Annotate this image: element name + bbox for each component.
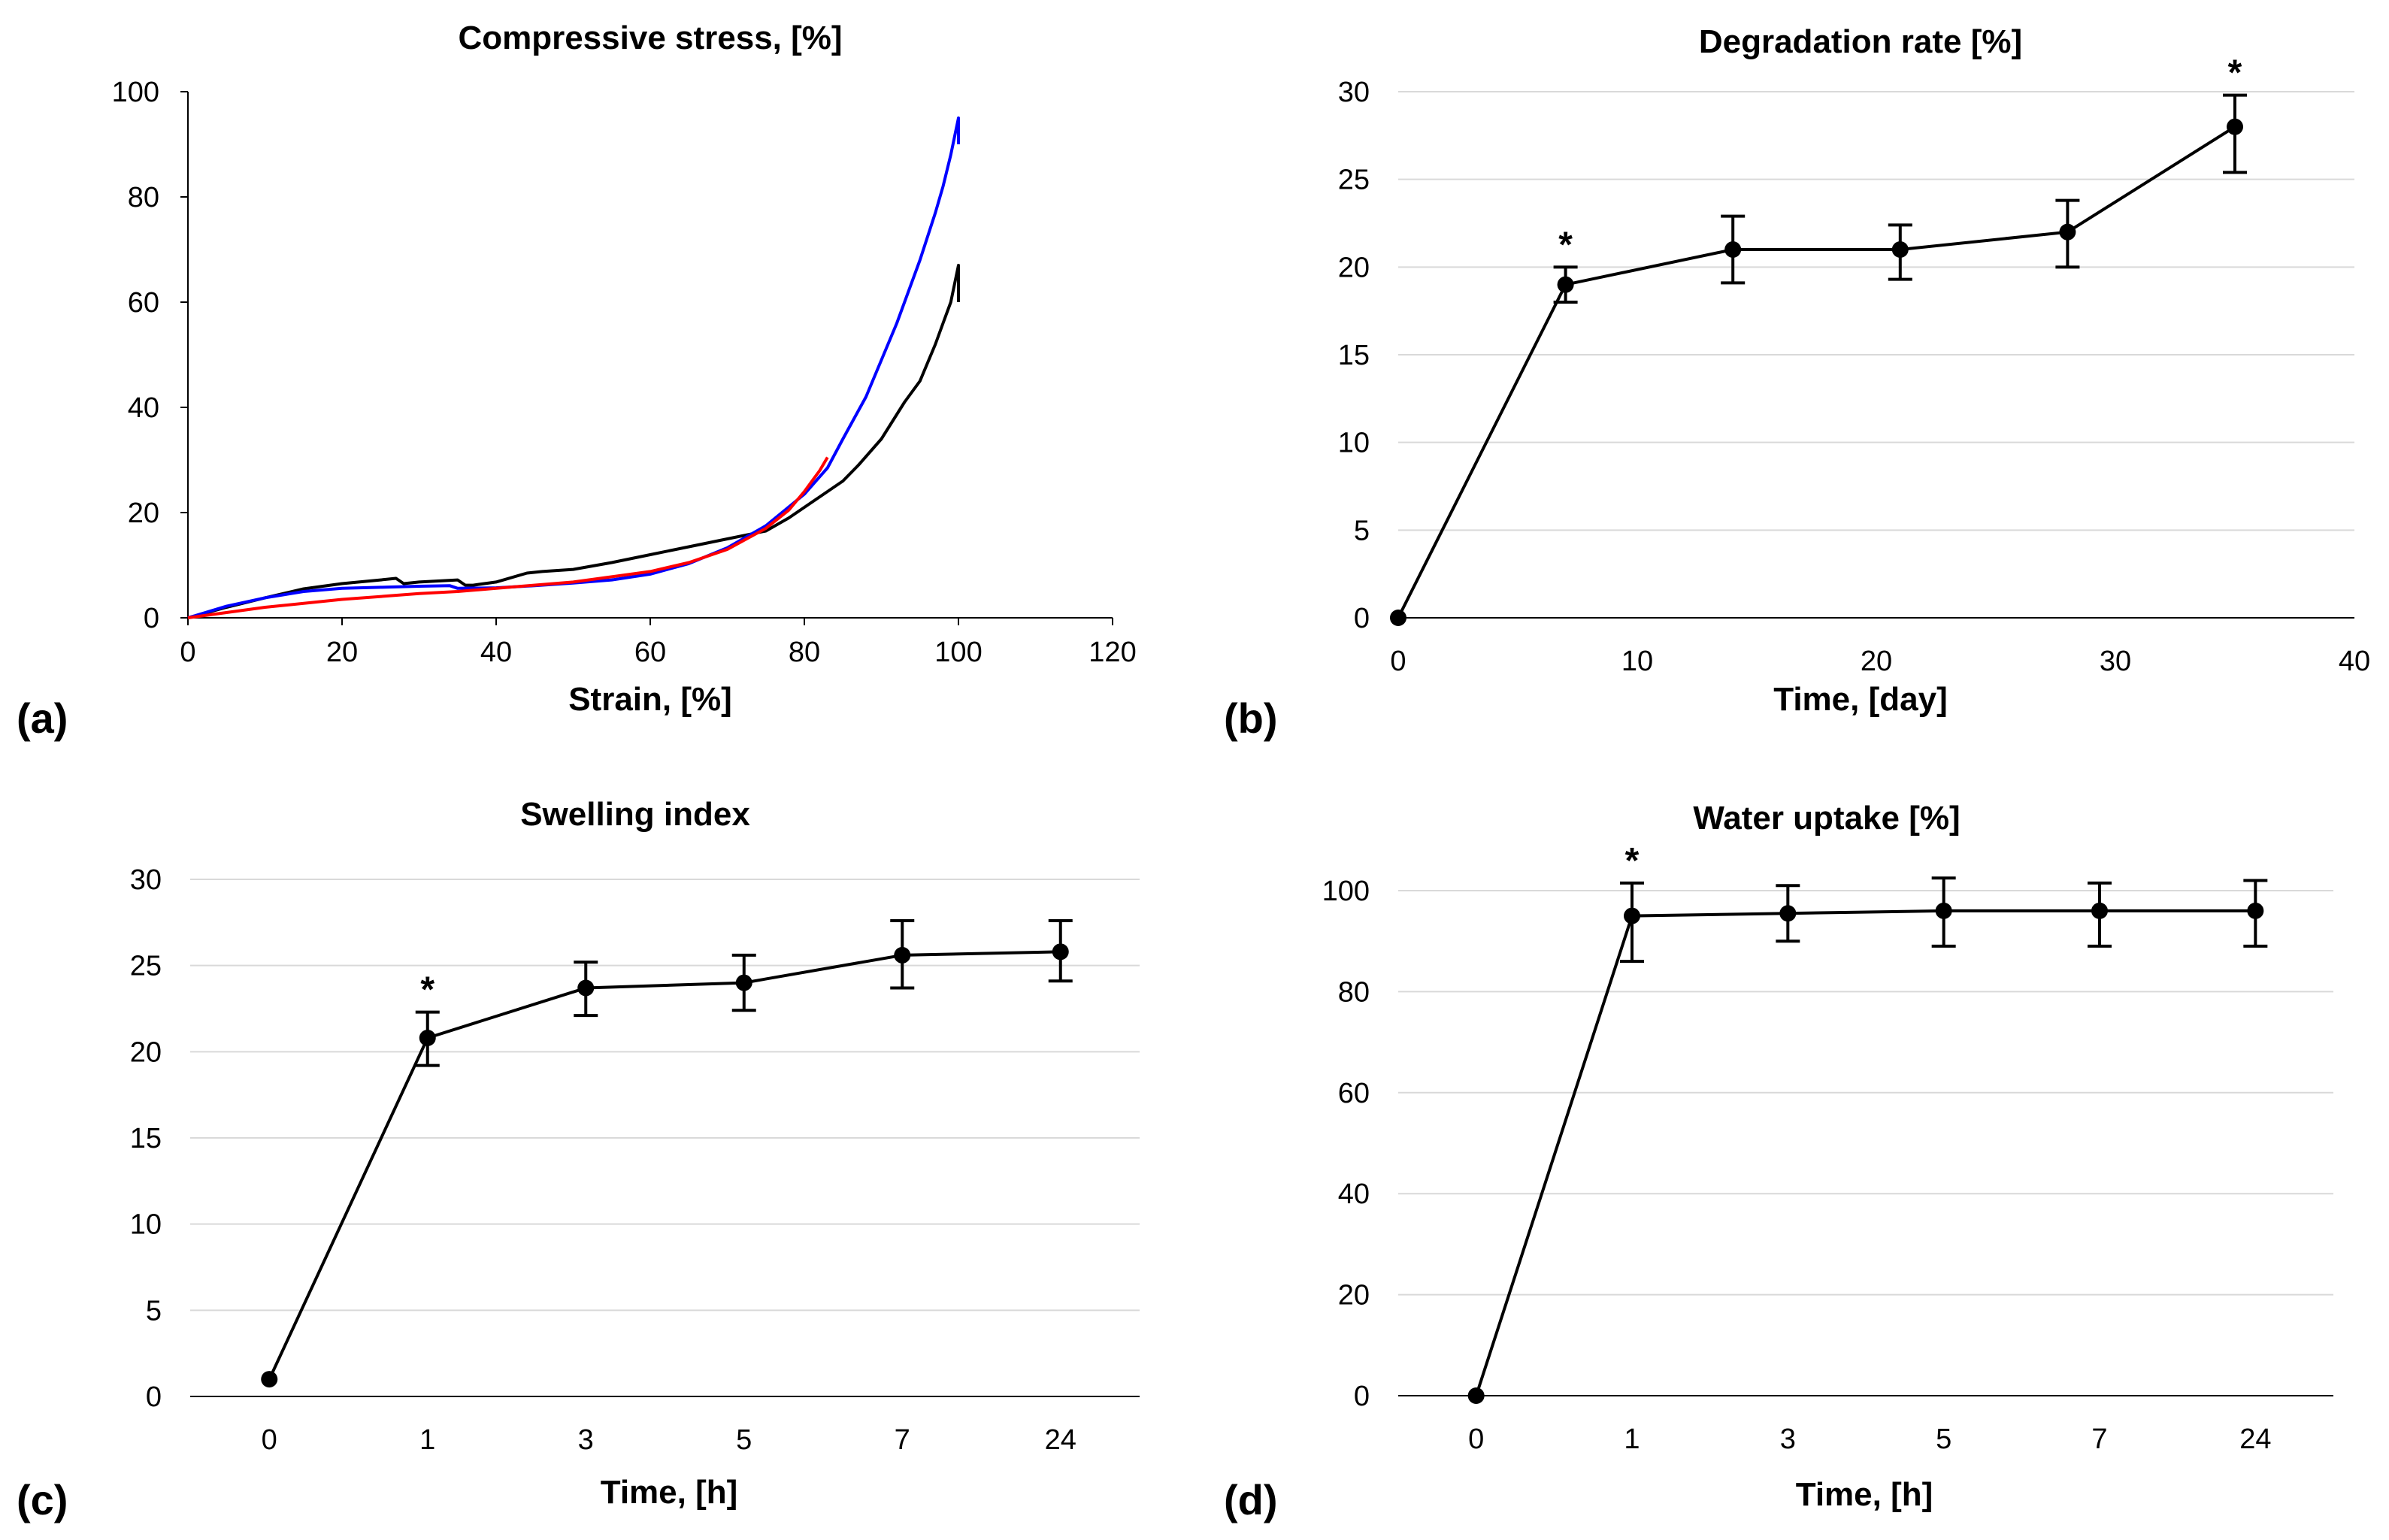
panel-b-y-tick-label: 0 bbox=[1354, 603, 1370, 634]
panel-d-x-tick-label: 5 bbox=[1936, 1424, 1951, 1455]
panel-d-y-tick-label: 20 bbox=[1338, 1280, 1370, 1312]
panel-d-x-tick-label: 24 bbox=[2239, 1424, 2271, 1455]
panel-d-x-tick-label: 0 bbox=[1468, 1424, 1484, 1455]
panel-a-x-tick-label: 80 bbox=[789, 637, 820, 668]
panel-d-plot-area: 0 20 40 60 80 100 0 1 3 5 7 24 * bbox=[1322, 841, 2333, 1455]
panel-a-compressive-stress: Compressive stress, [%] Strain, [%] (a) … bbox=[17, 20, 1137, 742]
panel-d-x-axis-label: Time, [h] bbox=[1796, 1476, 1933, 1513]
panel-b-y-tick-label: 5 bbox=[1354, 515, 1370, 546]
panel-c-data-point bbox=[894, 946, 911, 964]
panel-c-x-tick-label: 0 bbox=[262, 1424, 277, 1456]
panel-c-data-point bbox=[735, 974, 752, 991]
panel-a-x-tick-label: 20 bbox=[326, 637, 358, 668]
panel-b-data-point bbox=[1557, 276, 1574, 293]
panel-d-data-point bbox=[1467, 1387, 1485, 1404]
panel-d-y-tick-label: 0 bbox=[1354, 1381, 1370, 1412]
panel-b-y-tick-label: 30 bbox=[1338, 77, 1370, 108]
panel-b-y-tick-label: 20 bbox=[1338, 252, 1370, 283]
panel-a-series-red bbox=[187, 456, 829, 619]
panel-b-data-point bbox=[1724, 241, 1742, 258]
panel-a-x-tick-label: 120 bbox=[1089, 637, 1136, 668]
panel-b-y-tick-label: 25 bbox=[1338, 165, 1370, 196]
panel-b-label: (b) bbox=[1224, 694, 1278, 742]
panel-b-x-tick-label: 0 bbox=[1390, 646, 1406, 677]
panel-d-label: (d) bbox=[1224, 1476, 1278, 1523]
panel-b-significance-marker: * bbox=[1558, 225, 1573, 265]
panel-d-y-tick-label: 60 bbox=[1338, 1078, 1370, 1109]
panel-b-plot-area: 0 5 10 15 20 25 30 0 10 20 30 40 * * bbox=[1338, 53, 2370, 677]
panel-d-significance-marker: * bbox=[1625, 841, 1640, 881]
panel-a-x-axis-label: Strain, [%] bbox=[568, 681, 732, 718]
panel-d-y-tick-label: 100 bbox=[1322, 876, 1370, 907]
panel-c-x-tick-label: 5 bbox=[736, 1424, 752, 1456]
panel-a-y-tick-label: 40 bbox=[128, 392, 159, 424]
panel-a-y-tick-label: 20 bbox=[128, 498, 159, 529]
panel-a-label: (a) bbox=[17, 694, 68, 742]
panel-d-data-point bbox=[2091, 902, 2108, 919]
panel-a-series-black bbox=[187, 264, 960, 619]
panel-b-data-point bbox=[2059, 223, 2076, 241]
panel-a-y-tick-label: 80 bbox=[128, 182, 159, 213]
panel-a-title: Compressive stress, [%] bbox=[458, 20, 842, 56]
panel-d-title: Water uptake [%] bbox=[1693, 800, 1960, 837]
panel-a-x-tick-label: 100 bbox=[934, 637, 982, 668]
panel-b-y-tick-label: 10 bbox=[1338, 428, 1370, 459]
panel-c-significance-marker: * bbox=[420, 970, 435, 1010]
panel-b-data-point bbox=[2227, 118, 2243, 135]
panel-b-y-tick-label: 15 bbox=[1338, 340, 1370, 371]
panel-c-data-point bbox=[577, 979, 595, 997]
panel-d-y-tick-label: 80 bbox=[1338, 976, 1370, 1008]
panel-c-x-tick-label: 24 bbox=[1045, 1424, 1076, 1456]
panel-a-x-tick-label: 60 bbox=[634, 637, 666, 668]
panel-c-y-tick-label: 25 bbox=[130, 951, 162, 982]
panel-b-data-point bbox=[1390, 610, 1406, 626]
panel-d-series-line bbox=[1474, 909, 2256, 1396]
panel-d-data-point bbox=[1935, 902, 1952, 919]
panel-b-significance-marker: * bbox=[2228, 53, 2242, 93]
panel-d-data-point bbox=[1779, 905, 1797, 922]
panel-c-x-axis-label: Time, [h] bbox=[601, 1474, 738, 1511]
panel-c-y-tick-label: 10 bbox=[130, 1209, 162, 1241]
panel-a-series-blue bbox=[187, 116, 960, 619]
panel-d-x-tick-label: 1 bbox=[1624, 1424, 1640, 1455]
panel-c-x-tick-label: 3 bbox=[578, 1424, 594, 1456]
panel-a-plot-area: 0 20 40 60 80 100 0 20 40 60 80 100 120 bbox=[112, 77, 1137, 668]
panel-c-y-tick-label: 20 bbox=[130, 1036, 162, 1068]
panel-c-swelling-index: Swelling index Time, [h] (c) 05101520253… bbox=[17, 796, 1140, 1523]
panel-c-data-point bbox=[1052, 943, 1069, 961]
panel-d-water-uptake: Water uptake [%] Time, [h] (d) 0 20 40 60 80… bbox=[1224, 800, 2333, 1523]
panel-d-data-point bbox=[1624, 907, 1640, 924]
panel-b-series-line bbox=[1397, 126, 2236, 619]
panel-c-y-tick-label: 0 bbox=[146, 1381, 162, 1413]
panel-c-y-tick-label: 5 bbox=[146, 1295, 162, 1327]
panel-c-y-tick-label: 30 bbox=[130, 864, 162, 896]
panel-c-data-point bbox=[261, 1371, 278, 1388]
panel-b-x-tick-label: 40 bbox=[2339, 646, 2370, 677]
panel-b-title: Degradation rate [%] bbox=[1699, 23, 2022, 60]
panel-a-y-tick-label: 100 bbox=[112, 77, 159, 108]
panel-d-data-point bbox=[2247, 902, 2264, 919]
panel-a-x-tick-label: 40 bbox=[480, 637, 512, 668]
panel-c-x-tick-label: 1 bbox=[419, 1424, 435, 1456]
panel-c-data-point bbox=[419, 1029, 436, 1046]
panel-a-y-tick-label: 60 bbox=[128, 287, 159, 319]
panel-c-label: (c) bbox=[17, 1476, 68, 1523]
panel-a-y-tick-label: 0 bbox=[144, 603, 159, 634]
panel-d-x-tick-label: 7 bbox=[2091, 1424, 2107, 1455]
panel-c-x-tick-label: 7 bbox=[895, 1424, 910, 1456]
panel-d-x-tick-label: 3 bbox=[1780, 1424, 1796, 1455]
panel-b-x-tick-label: 20 bbox=[1861, 646, 1892, 677]
panel-a-x-tick-label: 0 bbox=[180, 637, 195, 668]
panel-b-degradation-rate: Degradation rate [%] Time, [day] (b) 0 5 1… bbox=[1224, 23, 2370, 742]
panel-c-plot-area: 0 5 10 15 20 25 30 0 1 3 5 7 24 * bbox=[130, 864, 1140, 1456]
panel-c-title: Swelling index bbox=[520, 796, 750, 833]
panel-c-series-line bbox=[268, 950, 1061, 1380]
panel-b-x-tick-label: 10 bbox=[1621, 646, 1653, 677]
panel-c-y-tick-label: 15 bbox=[130, 1123, 162, 1154]
panel-b-data-point bbox=[1891, 241, 1909, 258]
panel-b-x-tick-label: 30 bbox=[2100, 646, 2131, 677]
panel-b-x-axis-label: Time, [day] bbox=[1773, 681, 1947, 718]
panel-d-y-tick-label: 40 bbox=[1338, 1178, 1370, 1210]
